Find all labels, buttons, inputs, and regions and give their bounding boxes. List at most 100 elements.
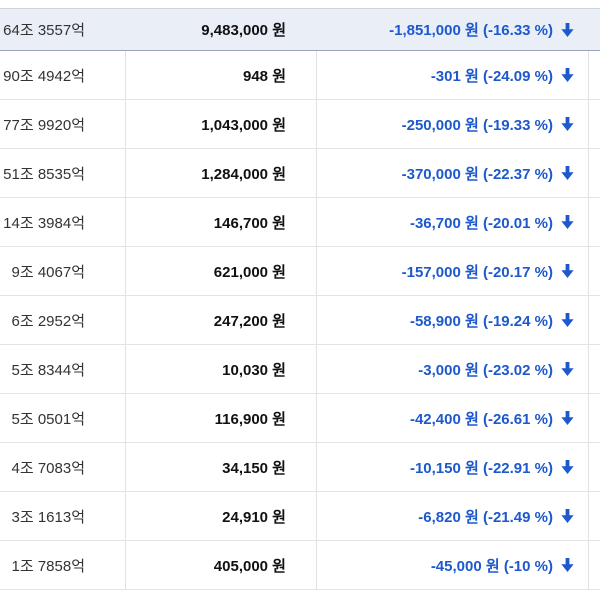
table-row[interactable]: 1조 7858억 405,000 원 -45,000 원 (-10 %) [0, 541, 600, 590]
next-column-sliver [588, 541, 600, 589]
change-cell: -157,000 원 (-20.17 %) [316, 247, 588, 295]
table-row[interactable]: 90조 4942억 948 원 -301 원 (-24.09 %) [0, 51, 600, 100]
next-column-sliver [588, 247, 600, 295]
down-arrow-icon [560, 410, 575, 426]
change-value: -250,000 원 (-19.33 %) [401, 116, 553, 134]
next-column-sliver [588, 51, 600, 99]
market-cap-cell: 5조 8344억 [0, 345, 125, 393]
change-value: -3,000 원 (-23.02 %) [418, 361, 553, 379]
market-cap-value: 4조 7083억 [11, 459, 85, 477]
change-cell: -58,900 원 (-19.24 %) [316, 296, 588, 344]
down-arrow-icon [560, 557, 575, 573]
price-value: 948 원 [243, 67, 286, 85]
down-arrow-icon [560, 361, 575, 377]
price-value: 9,483,000 원 [201, 22, 286, 39]
table-row[interactable]: 14조 3984억 146,700 원 -36,700 원 (-20.01 %) [0, 198, 600, 247]
price-cell: 10,030 원 [125, 345, 316, 393]
market-cap-value: 5조 8344억 [11, 361, 85, 379]
market-cap-value: 77조 9920억 [3, 116, 85, 134]
table-row[interactable]: 5조 0501억 116,900 원 -42,400 원 (-26.61 %) [0, 394, 600, 443]
market-cap-value: 14조 3984억 [3, 214, 85, 232]
market-cap-cell: 64조 3557억 [0, 9, 125, 50]
market-cap-cell: 90조 4942억 [0, 51, 125, 99]
next-column-sliver [588, 443, 600, 491]
price-cell: 621,000 원 [125, 247, 316, 295]
change-value: -10,150 원 (-22.91 %) [409, 459, 553, 477]
down-arrow-icon [560, 165, 575, 181]
down-arrow-icon [560, 312, 575, 328]
market-cap-value: 9조 4067억 [11, 263, 85, 281]
change-cell: -10,150 원 (-22.91 %) [316, 443, 588, 491]
table-row[interactable]: 4조 7083억 34,150 원 -10,150 원 (-22.91 %) [0, 443, 600, 492]
change-cell: -42,400 원 (-26.61 %) [316, 394, 588, 442]
market-cap-value: 64조 3557억 [3, 22, 85, 39]
price-cell: 34,150 원 [125, 443, 316, 491]
down-arrow-icon [560, 67, 575, 83]
change-cell: -370,000 원 (-22.37 %) [316, 149, 588, 197]
table-row[interactable]: 5조 8344억 10,030 원 -3,000 원 (-23.02 %) [0, 345, 600, 394]
next-column-sliver [588, 296, 600, 344]
down-arrow-icon [560, 508, 575, 524]
market-cap-cell: 1조 7858억 [0, 541, 125, 589]
price-value: 146,700 원 [213, 214, 286, 232]
price-cell: 9,483,000 원 [125, 9, 316, 50]
market-cap-cell: 5조 0501억 [0, 394, 125, 442]
price-cell: 1,284,000 원 [125, 149, 316, 197]
price-cell: 1,043,000 원 [125, 100, 316, 148]
change-cell: -1,851,000 원 (-16.33 %) [316, 9, 588, 50]
price-value: 34,150 원 [222, 459, 286, 477]
down-arrow-icon [560, 214, 575, 230]
price-value: 1,043,000 원 [201, 116, 286, 134]
price-value: 247,200 원 [213, 312, 286, 330]
down-arrow-icon [560, 116, 575, 132]
market-cap-value: 6조 2952억 [11, 312, 85, 330]
market-cap-cell: 77조 9920억 [0, 100, 125, 148]
change-cell: -36,700 원 (-20.01 %) [316, 198, 588, 246]
market-cap-cell: 14조 3984억 [0, 198, 125, 246]
change-cell: -250,000 원 (-19.33 %) [316, 100, 588, 148]
table-row[interactable]: 51조 8535억 1,284,000 원 -370,000 원 (-22.37… [0, 149, 600, 198]
change-value: -157,000 원 (-20.17 %) [401, 263, 553, 281]
price-value: 116,900 원 [214, 410, 286, 428]
change-value: -58,900 원 (-19.24 %) [409, 312, 553, 330]
next-column-sliver [588, 149, 600, 197]
next-column-sliver [588, 492, 600, 540]
market-cap-value: 3조 1613억 [11, 508, 85, 526]
price-cell: 948 원 [125, 51, 316, 99]
market-cap-cell: 3조 1613억 [0, 492, 125, 540]
change-value: -6,820 원 (-21.49 %) [418, 508, 553, 526]
price-value: 10,030 원 [222, 361, 286, 379]
down-arrow-icon [560, 459, 575, 475]
market-cap-cell: 6조 2952억 [0, 296, 125, 344]
market-cap-value: 51조 8535억 [3, 165, 85, 183]
change-value: -370,000 원 (-22.37 %) [401, 165, 553, 183]
top-spacer [0, 0, 600, 8]
down-arrow-icon [560, 22, 575, 38]
stock-table-body: 64조 3557억 9,483,000 원 -1,851,000 원 (-16.… [0, 8, 600, 590]
price-cell: 116,900 원 [125, 394, 316, 442]
change-value: -36,700 원 (-20.01 %) [409, 214, 553, 232]
price-value: 405,000 원 [213, 557, 286, 575]
market-cap-value: 5조 0501억 [11, 410, 85, 428]
price-cell: 247,200 원 [125, 296, 316, 344]
market-cap-cell: 4조 7083억 [0, 443, 125, 491]
market-cap-value: 1조 7858억 [11, 557, 85, 575]
price-cell: 405,000 원 [125, 541, 316, 589]
next-column-sliver [588, 345, 600, 393]
price-value: 1,284,000 원 [201, 165, 286, 183]
table-row[interactable]: 9조 4067억 621,000 원 -157,000 원 (-20.17 %) [0, 247, 600, 296]
next-column-sliver [588, 9, 600, 50]
price-value: 24,910 원 [222, 508, 286, 526]
table-row[interactable]: 6조 2952억 247,200 원 -58,900 원 (-19.24 %) [0, 296, 600, 345]
price-cell: 24,910 원 [125, 492, 316, 540]
change-value: -301 원 (-24.09 %) [430, 67, 553, 85]
down-arrow-icon [560, 263, 575, 279]
change-cell: -301 원 (-24.09 %) [316, 51, 588, 99]
table-row[interactable]: 64조 3557억 9,483,000 원 -1,851,000 원 (-16.… [0, 8, 600, 51]
table-row[interactable]: 77조 9920억 1,043,000 원 -250,000 원 (-19.33… [0, 100, 600, 149]
next-column-sliver [588, 198, 600, 246]
table-row[interactable]: 3조 1613억 24,910 원 -6,820 원 (-21.49 %) [0, 492, 600, 541]
change-value: -45,000 원 (-10 %) [430, 557, 553, 575]
change-cell: -3,000 원 (-23.02 %) [316, 345, 588, 393]
